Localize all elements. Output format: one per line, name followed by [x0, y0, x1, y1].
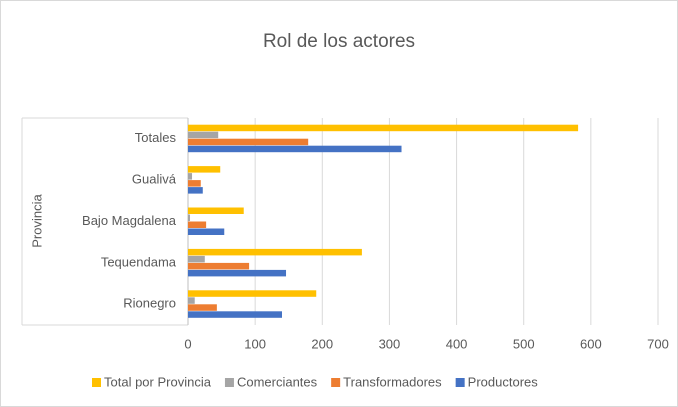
chart-title: Rol de los actores — [263, 31, 415, 52]
bar — [188, 304, 217, 311]
x-tick-label: 400 — [446, 336, 468, 351]
bar — [188, 311, 282, 318]
bar — [188, 131, 219, 139]
x-tick-label: 500 — [513, 336, 535, 351]
x-tick-label: 100 — [244, 336, 266, 351]
bar — [188, 255, 205, 263]
legend-label: Transformadores — [343, 374, 442, 389]
bar — [188, 214, 191, 221]
legend-swatch — [92, 378, 101, 387]
x-tick-label: 0 — [184, 336, 191, 351]
y-axis-label: Provincia — [29, 193, 44, 247]
bar — [188, 145, 402, 153]
bar — [188, 248, 362, 256]
x-tick-label: 600 — [580, 336, 602, 351]
bar — [188, 180, 201, 187]
legend-swatch — [455, 378, 465, 387]
bar — [188, 138, 309, 146]
bar — [188, 173, 193, 180]
bar — [188, 228, 225, 235]
bar — [188, 269, 287, 277]
legend-label: Productores — [468, 374, 539, 389]
legend-label: Total por Provincia — [104, 374, 212, 389]
y-tick-label: Bajo Magdalena — [82, 213, 177, 228]
bar — [188, 221, 207, 228]
x-tick-label: 700 — [647, 336, 669, 351]
bar — [188, 297, 195, 304]
legend-label: Comerciantes — [237, 374, 318, 389]
y-tick-label: Rionegro — [123, 296, 176, 311]
y-tick-label: Totales — [135, 130, 177, 145]
y-tick-label: Tequendama — [101, 254, 177, 269]
y-tick-label: Gualivá — [132, 172, 177, 187]
bar — [188, 124, 579, 132]
legend-swatch — [331, 378, 341, 387]
bar — [188, 262, 250, 270]
bar — [188, 290, 317, 297]
bar — [188, 207, 244, 214]
x-tick-label: 300 — [379, 336, 401, 351]
bar — [188, 166, 221, 173]
x-tick-label: 200 — [311, 336, 333, 351]
legend-swatch — [224, 378, 234, 387]
bar — [188, 187, 203, 194]
